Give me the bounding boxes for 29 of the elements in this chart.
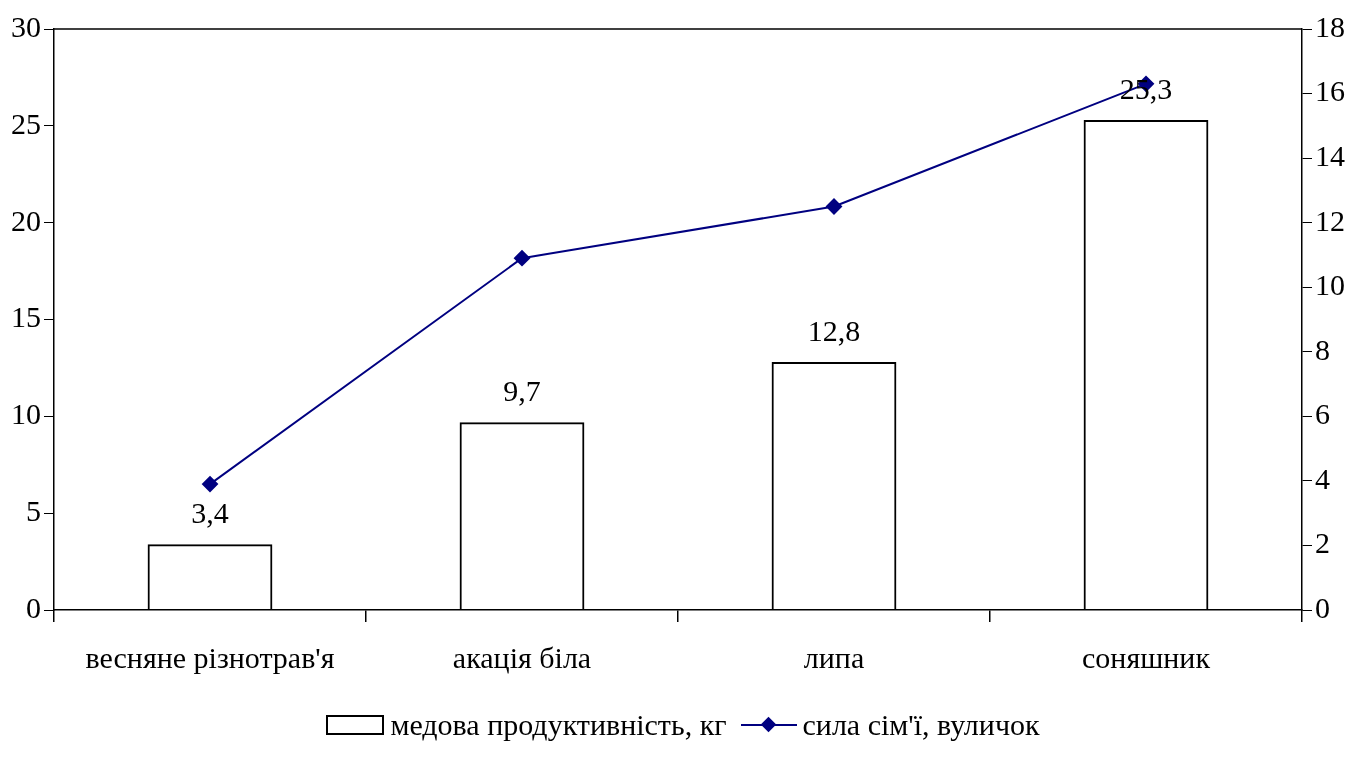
x-tick-label: соняшник <box>1082 640 1211 674</box>
y-tick-label: 10 <box>11 397 41 431</box>
point <box>202 476 218 493</box>
legend-label: сила сім'ї, вуличок <box>802 708 1040 742</box>
y-tick-label: 15 <box>11 300 41 334</box>
x-tick-label: весняне різнотрав'я <box>85 640 335 674</box>
x-tick-label: акація біла <box>452 640 592 674</box>
data-label: 12,8 <box>807 313 861 347</box>
y2-tick-label: 16 <box>1315 74 1345 108</box>
y2-tick-label: 12 <box>1315 203 1345 237</box>
y-tick-label: 5 <box>26 494 41 528</box>
y-tick-label: 20 <box>11 203 41 237</box>
y2-tick-label: 4 <box>1315 461 1330 495</box>
y2-tick-label: 14 <box>1315 138 1345 172</box>
y2-tick-label: 2 <box>1315 526 1330 560</box>
point <box>514 250 530 267</box>
y-tick-label: 30 <box>11 9 41 43</box>
x-tick-label: липа <box>803 640 865 674</box>
y2-tick-label: 8 <box>1315 332 1330 366</box>
legend-label: медова продуктивність, кг <box>390 708 727 742</box>
data-label: 3,4 <box>191 496 229 530</box>
y2-tick-label: 0 <box>1315 590 1330 624</box>
y2-tick-label: 18 <box>1315 9 1345 43</box>
data-label: 9,7 <box>503 374 541 408</box>
y-tick-label: 25 <box>11 106 41 140</box>
y-tick-label: 0 <box>26 590 41 624</box>
y2-tick-label: 10 <box>1315 268 1345 302</box>
y2-tick-label: 6 <box>1315 397 1330 431</box>
point <box>826 198 842 215</box>
